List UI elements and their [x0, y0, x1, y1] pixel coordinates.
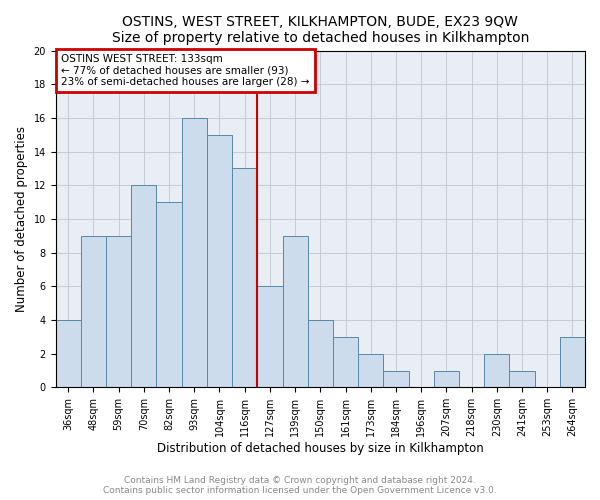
Bar	[106, 236, 131, 388]
X-axis label: Distribution of detached houses by size in Kilkhampton: Distribution of detached houses by size …	[157, 442, 484, 455]
Bar	[383, 370, 409, 388]
Bar	[81, 236, 106, 388]
Bar	[333, 337, 358, 388]
Text: Contains HM Land Registry data © Crown copyright and database right 2024.
Contai: Contains HM Land Registry data © Crown c…	[103, 476, 497, 495]
Title: OSTINS, WEST STREET, KILKHAMPTON, BUDE, EX23 9QW
Size of property relative to de: OSTINS, WEST STREET, KILKHAMPTON, BUDE, …	[112, 15, 529, 45]
Bar	[283, 236, 308, 388]
Bar	[484, 354, 509, 388]
Bar	[207, 134, 232, 388]
Bar	[131, 186, 157, 388]
Bar	[232, 168, 257, 388]
Bar	[182, 118, 207, 388]
Bar	[509, 370, 535, 388]
Y-axis label: Number of detached properties: Number of detached properties	[15, 126, 28, 312]
Bar	[157, 202, 182, 388]
Bar	[257, 286, 283, 388]
Bar	[56, 320, 81, 388]
Text: OSTINS WEST STREET: 133sqm
← 77% of detached houses are smaller (93)
23% of semi: OSTINS WEST STREET: 133sqm ← 77% of deta…	[61, 54, 310, 87]
Bar	[560, 337, 585, 388]
Bar	[358, 354, 383, 388]
Bar	[434, 370, 459, 388]
Bar	[308, 320, 333, 388]
